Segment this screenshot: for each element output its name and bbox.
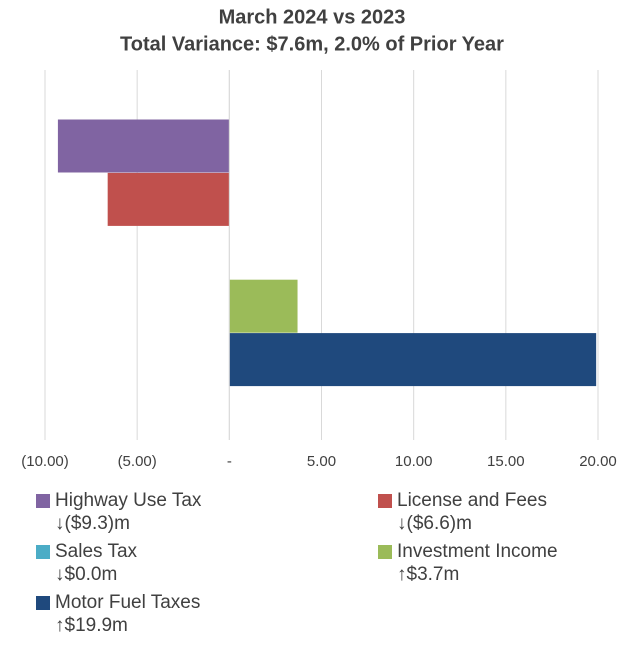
value-label: ↑$3.7m — [397, 564, 459, 585]
chart-title: March 2024 vs 2023 — [219, 6, 406, 28]
legend-label: Highway Use Tax — [55, 490, 202, 511]
x-tick-label: (10.00) — [21, 453, 69, 470]
value-label: ↓$0.0m — [55, 564, 117, 585]
legend-swatch — [378, 545, 392, 559]
legend-swatch — [36, 545, 50, 559]
chart-subtitle: Total Variance: $7.6m, 2.0% of Prior Yea… — [120, 33, 504, 55]
value-label: ↑$19.9m — [55, 615, 128, 636]
legend-label: Sales Tax — [55, 541, 138, 562]
x-tick-label: 10.00 — [395, 453, 433, 470]
bar — [229, 333, 597, 387]
legend-swatch — [36, 494, 50, 508]
x-tick-label: 20.00 — [579, 453, 617, 470]
bar — [57, 119, 230, 173]
bar — [229, 279, 298, 333]
legend-swatch — [378, 494, 392, 508]
legend-swatch — [36, 596, 50, 610]
legend-label: Motor Fuel Taxes — [55, 592, 200, 613]
x-tick-label: - — [227, 453, 232, 470]
x-tick-label: (5.00) — [118, 453, 157, 470]
legend-label: Investment Income — [397, 541, 558, 562]
value-label: ↓($6.6)m — [397, 513, 472, 534]
bar — [107, 172, 230, 226]
x-tick-label: 5.00 — [307, 453, 336, 470]
value-label: ↓($9.3)m — [55, 513, 130, 534]
legend-label: License and Fees — [397, 490, 547, 511]
x-tick-label: 15.00 — [487, 453, 525, 470]
